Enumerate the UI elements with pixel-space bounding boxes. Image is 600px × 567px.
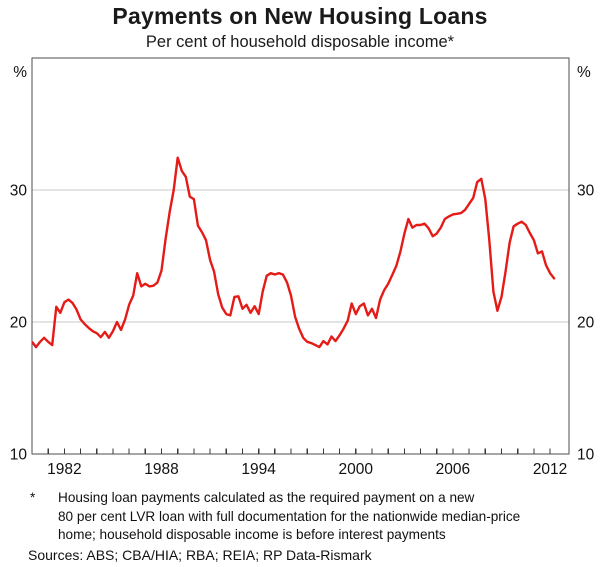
x-tick-label-1988: 1988 [144,461,178,478]
y-tick-label-right-10: 10 [577,447,595,464]
x-tick-label-2006: 2006 [436,461,470,478]
sources-line: Sources: ABS; CBA/HIA; RBA; REIA; RP Dat… [28,547,372,563]
x-tick-label-1994: 1994 [241,461,276,478]
plot-frame [31,57,570,455]
y-tick-label-right-30: 30 [577,183,595,200]
chart-title: Payments on New Housing Loans [112,3,488,29]
footnote-line-3: home; household disposable income is bef… [58,527,446,543]
y-tick-label-left-20: 20 [10,315,28,332]
footnote-line-2: 80 per cent LVR loan with full documenta… [58,508,521,524]
x-tick-label-1982: 1982 [47,461,81,478]
chart-subtitle: Per cent of household disposable income* [145,33,455,51]
y-tick-label-left-30: 30 [10,183,28,200]
y-tick-label-left-10: 10 [10,447,28,464]
footnote: * Housing loan payments calculated as th… [30,489,590,545]
y-tick-label-right-20: 20 [577,315,595,332]
x-tick-label-2000: 2000 [339,461,374,478]
x-tick-label-2012: 2012 [533,461,567,478]
series-line-new-housing-loan-payments [31,156,556,349]
y-axis-unit-right: % [577,64,591,81]
y-axis-unit-left: % [13,64,27,81]
footnote-line-1: Housing loan payments calculated as the … [58,490,475,505]
footnote-marker: * [30,490,36,505]
footnote-text: Housing loan payments calculated as the … [58,489,590,545]
